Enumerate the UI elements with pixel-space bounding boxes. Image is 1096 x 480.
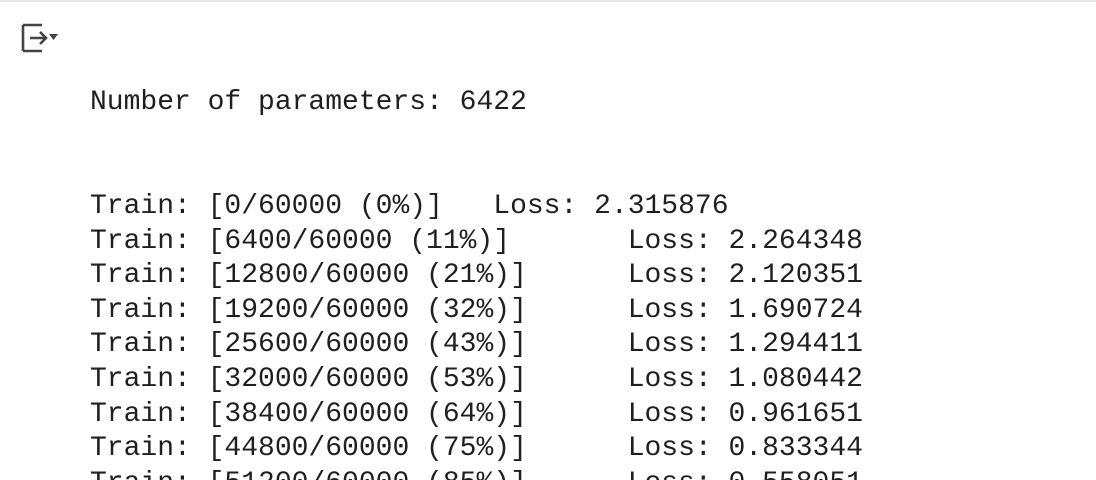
header-line: Number of parameters: 6422 <box>90 87 527 119</box>
train-line: Train: [0/60000 (0%)] Loss: 2.315876 <box>90 190 729 222</box>
train-lines: Train: [0/60000 (0%)] Loss: 2.315876 Trai… <box>90 190 1065 480</box>
train-line: Train: [25600/60000 (43%)] Loss: 1.29441… <box>90 329 863 361</box>
train-line: Train: [44800/60000 (75%)] Loss: 0.83334… <box>90 433 863 465</box>
output-text: Number of parameters: 6422 Train: [0/600… <box>90 17 1065 480</box>
output-toggle-icon[interactable] <box>20 22 60 54</box>
train-line: Train: [38400/60000 (64%)] Loss: 0.96165… <box>90 398 863 430</box>
train-line: Train: [19200/60000 (32%)] Loss: 1.69072… <box>90 294 863 326</box>
train-line: Train: [32000/60000 (53%)] Loss: 1.08044… <box>90 363 863 395</box>
train-line: Train: [51200/60000 (85%)] Loss: 0.55805… <box>90 467 1065 480</box>
train-line: Train: [12800/60000 (21%)] Loss: 2.12035… <box>90 260 863 292</box>
train-line: Train: [6400/60000 (11%)] Loss: 2.264348 <box>90 225 863 257</box>
